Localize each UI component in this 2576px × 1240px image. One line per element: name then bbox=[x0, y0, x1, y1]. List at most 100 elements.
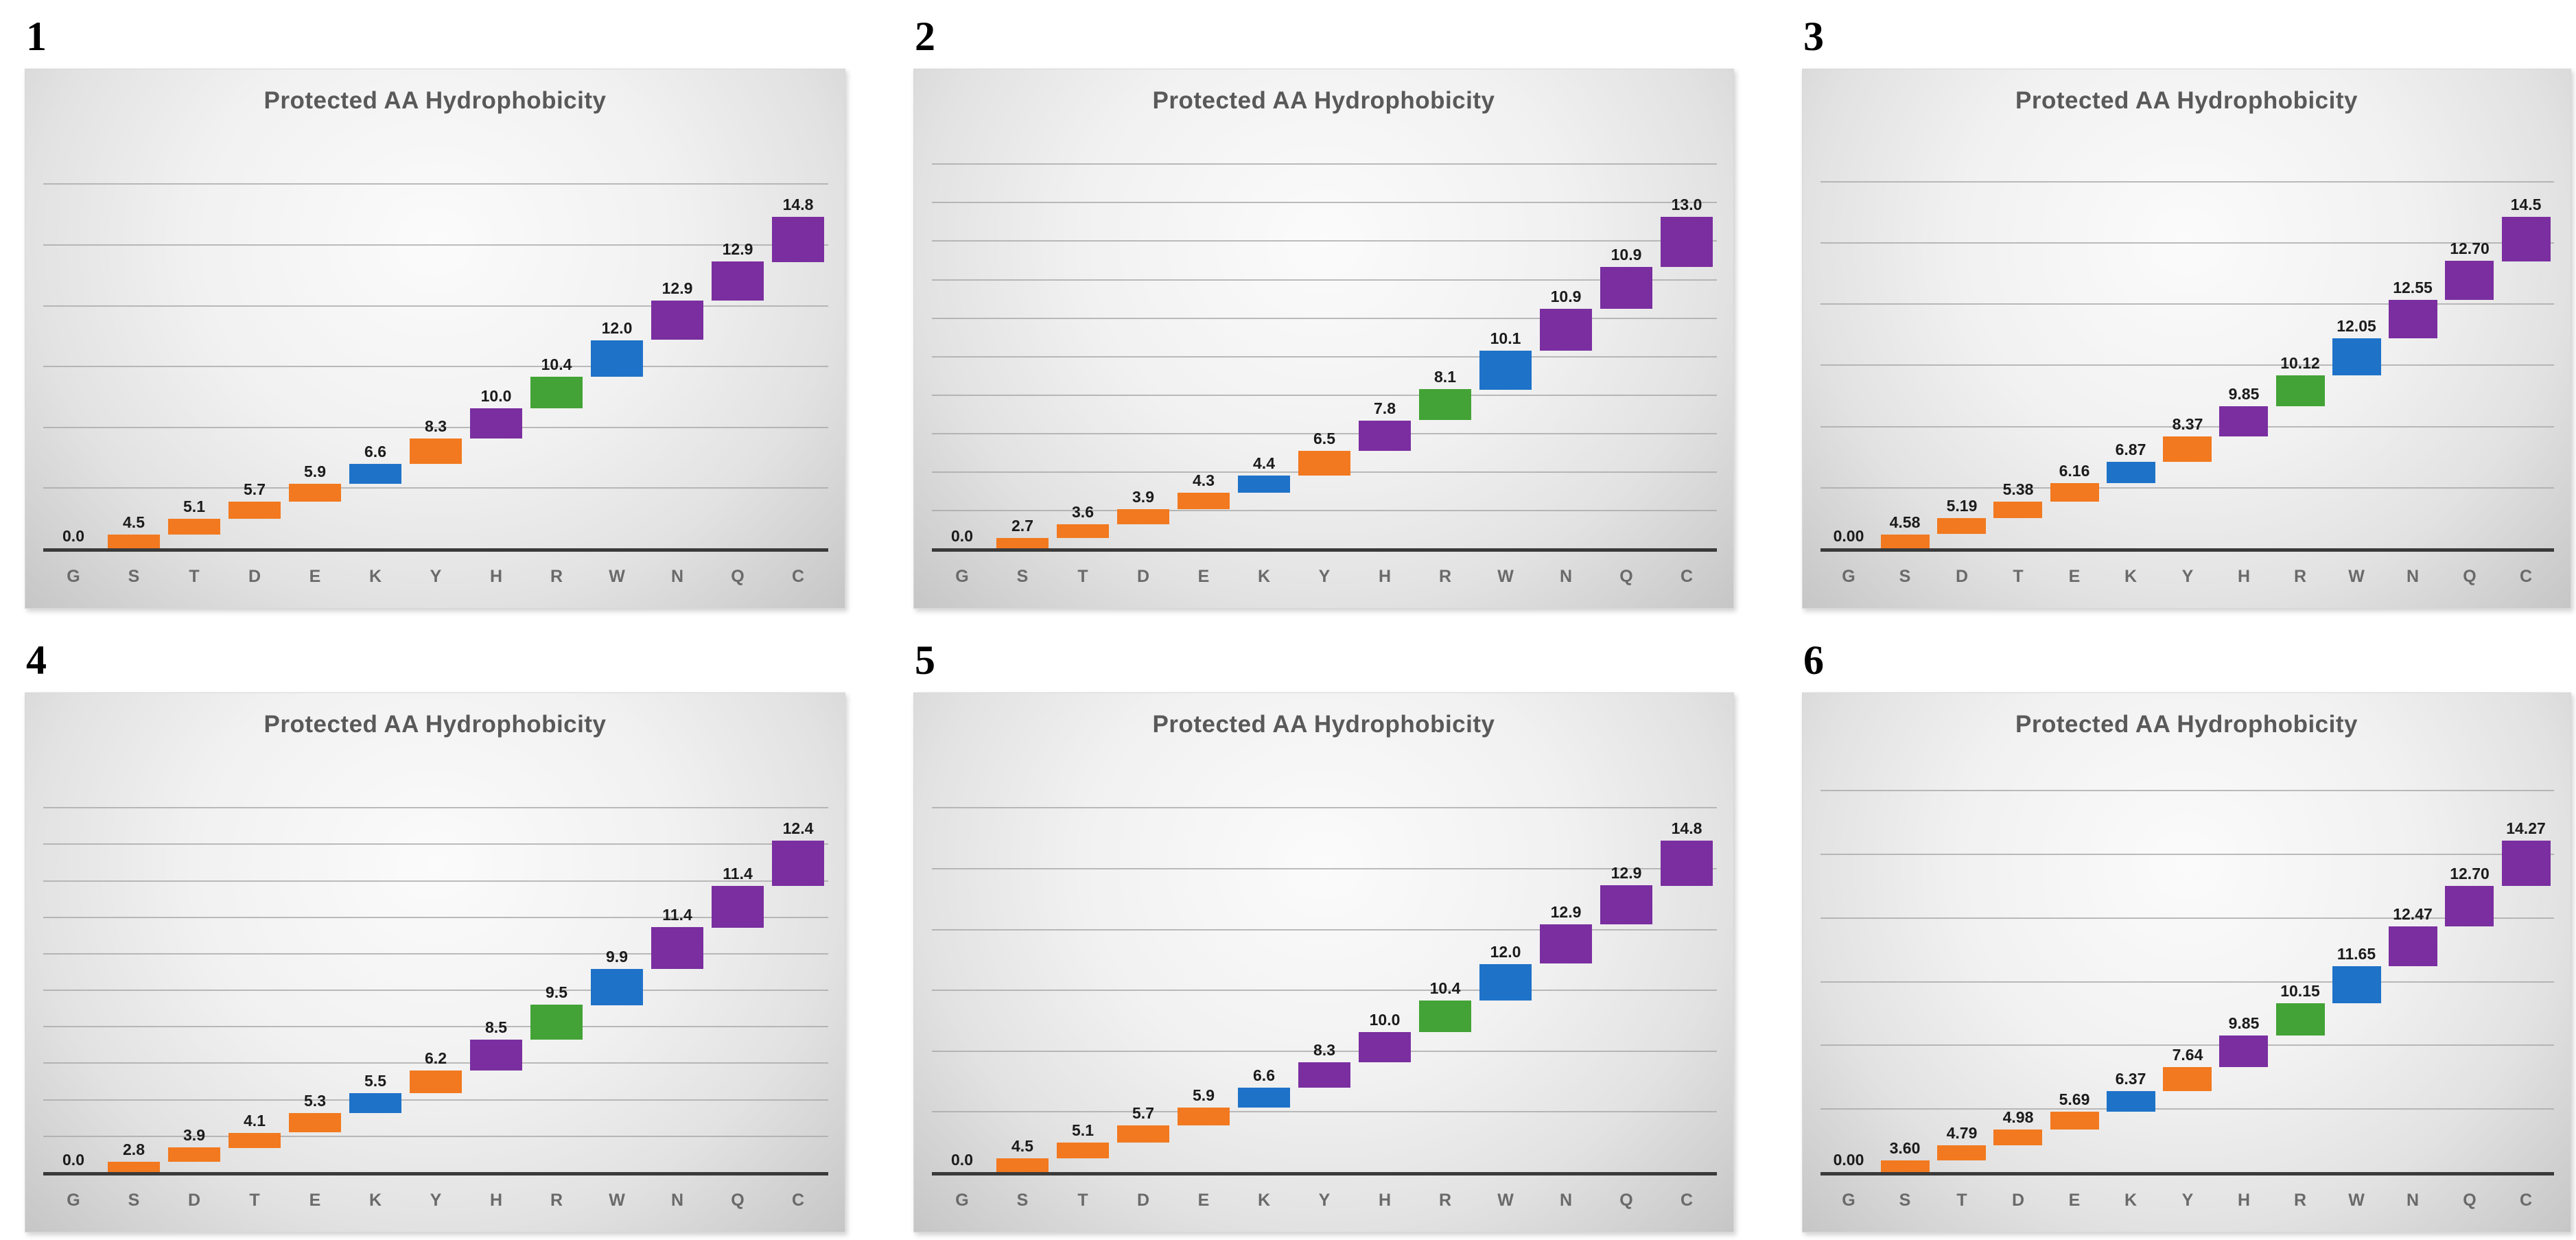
bar-value-label: 10.4 bbox=[1429, 979, 1461, 997]
gridline bbox=[43, 917, 828, 918]
gridline bbox=[1820, 303, 2554, 305]
bar-value-label: 6.37 bbox=[2115, 1070, 2146, 1088]
waterfall-bar-N bbox=[2389, 926, 2437, 966]
bar-value-label: 5.7 bbox=[244, 480, 266, 498]
waterfall-bar-E bbox=[1178, 1108, 1230, 1125]
x-category-label: K bbox=[2124, 1191, 2138, 1210]
bar-value-label: 7.8 bbox=[1374, 399, 1396, 417]
x-category-label: G bbox=[1842, 567, 1855, 586]
gridline bbox=[932, 807, 1717, 808]
bar-value-label: 6.16 bbox=[2059, 462, 2090, 480]
waterfall-bar-R bbox=[530, 1005, 583, 1040]
waterfall-chart-3: Protected AA Hydrophobicity 0.00 4.58 5.19 5… bbox=[1802, 69, 2571, 609]
bar-value-label: 6.2 bbox=[425, 1049, 447, 1067]
waterfall-bar-R bbox=[530, 377, 583, 408]
x-category-label: E bbox=[309, 567, 321, 586]
x-category-label: G bbox=[67, 567, 80, 586]
gridline bbox=[1820, 487, 2554, 489]
bar-value-label: 3.6 bbox=[1072, 503, 1094, 521]
bar-value-label: 4.4 bbox=[1253, 454, 1275, 472]
waterfall-bar-Y bbox=[410, 438, 462, 464]
x-category-label: G bbox=[67, 1191, 80, 1210]
x-category-label: T bbox=[189, 567, 200, 586]
waterfall-bar-H bbox=[2219, 406, 2268, 436]
x-category-label: H bbox=[1378, 567, 1392, 586]
waterfall-bar-D bbox=[1937, 518, 1986, 534]
x-category-label: K bbox=[2124, 567, 2138, 586]
waterfall-chart-4: Protected AA Hydrophobicity 0.0 2.8 3.9 4.1 5… bbox=[25, 692, 845, 1232]
bar-value-label: 12.70 bbox=[2450, 239, 2490, 257]
figure-number: 4 bbox=[26, 637, 47, 683]
x-category-label: D bbox=[1136, 567, 1150, 586]
waterfall-bar-N bbox=[1540, 924, 1592, 963]
waterfall-bar-K bbox=[2107, 1091, 2155, 1112]
bar-value-label: 12.4 bbox=[782, 819, 814, 837]
x-axis-line bbox=[932, 548, 1717, 552]
gridline bbox=[932, 868, 1717, 869]
x-category-label: W bbox=[2348, 1191, 2365, 1210]
waterfall-bar-S bbox=[1881, 1160, 1930, 1172]
x-category-label: T bbox=[1077, 1191, 1088, 1210]
figure-panel-6: 6 Protected AA Hydrophobicity 0.00 3.60 4.79… bbox=[1802, 632, 2571, 1232]
bar-value-label: 9.85 bbox=[2228, 1014, 2260, 1032]
waterfall-bar-W bbox=[2332, 966, 2381, 1003]
figure-panel-3: 3 Protected AA Hydrophobicity 0.00 4.58 5.19… bbox=[1802, 8, 2571, 609]
figure-grid: 1 Protected AA Hydrophobicity 0.0 4.5 5.1 5.7… bbox=[25, 8, 2571, 1232]
bar-value-label: 10.1 bbox=[1490, 329, 1521, 347]
waterfall-bar-T bbox=[1057, 524, 1109, 538]
bar-value-label: 8.37 bbox=[2172, 415, 2203, 433]
gridline bbox=[1820, 364, 2554, 366]
gridline bbox=[1820, 981, 2554, 983]
waterfall-bar-K bbox=[349, 464, 401, 484]
x-category-label: S bbox=[128, 1191, 140, 1210]
x-category-label: T bbox=[1956, 1191, 1967, 1210]
waterfall-bar-H bbox=[470, 408, 522, 438]
waterfall-bar-T bbox=[1937, 1145, 1986, 1160]
waterfall-bar-D bbox=[1993, 1130, 2042, 1145]
chart-title: Protected AA Hydrophobicity bbox=[264, 87, 607, 114]
gridline bbox=[1820, 242, 2554, 244]
gridline bbox=[43, 1062, 828, 1064]
bar-value-label: 10.4 bbox=[541, 355, 572, 373]
waterfall-bar-Q bbox=[1600, 885, 1652, 924]
figure-number: 6 bbox=[1803, 637, 1824, 683]
gridline bbox=[1820, 1044, 2554, 1046]
chart-title: Protected AA Hydrophobicity bbox=[1152, 87, 1495, 114]
bar-value-label: 8.3 bbox=[1313, 1041, 1335, 1059]
x-category-label: S bbox=[1016, 567, 1029, 586]
x-category-label: E bbox=[1197, 1191, 1210, 1210]
gridline bbox=[932, 240, 1717, 242]
waterfall-bar-S bbox=[1881, 535, 1930, 548]
waterfall-bar-Y bbox=[410, 1071, 462, 1093]
waterfall-bar-E bbox=[1178, 493, 1230, 509]
x-category-label: W bbox=[609, 567, 625, 586]
x-category-label: D bbox=[248, 567, 261, 586]
x-category-label: K bbox=[1257, 567, 1271, 586]
waterfall-bar-T bbox=[1993, 502, 2042, 518]
waterfall-bar-T bbox=[1057, 1143, 1109, 1158]
x-category-label: N bbox=[670, 567, 684, 586]
waterfall-bar-Q bbox=[712, 261, 764, 301]
x-category-label: Y bbox=[2181, 1191, 2194, 1210]
gridline bbox=[932, 1111, 1717, 1112]
x-category-label: E bbox=[2068, 1191, 2081, 1210]
x-category-label: T bbox=[1077, 567, 1088, 586]
bar-value-label: 4.58 bbox=[1889, 513, 1921, 531]
bar-value-label: 3.9 bbox=[183, 1126, 205, 1144]
bar-value-label: 12.9 bbox=[1550, 903, 1582, 921]
gridline bbox=[932, 202, 1717, 203]
bar-value-label: 5.3 bbox=[304, 1092, 326, 1110]
x-category-label: S bbox=[128, 567, 140, 586]
bar-value-label: 4.98 bbox=[2002, 1108, 2034, 1126]
gridline bbox=[1820, 426, 2554, 428]
bar-value-label: 2.7 bbox=[1011, 517, 1033, 535]
bar-value-label: 9.9 bbox=[606, 948, 628, 966]
waterfall-bar-R bbox=[2276, 1003, 2325, 1036]
waterfall-bar-T bbox=[168, 519, 220, 535]
bar-value-label: 5.69 bbox=[2059, 1090, 2090, 1108]
waterfall-bar-C bbox=[1661, 217, 1713, 267]
gridline bbox=[932, 279, 1717, 281]
bar-value-label: 5.1 bbox=[183, 498, 205, 515]
x-category-label: R bbox=[1438, 1191, 1452, 1210]
waterfall-bar-N bbox=[1540, 309, 1592, 351]
